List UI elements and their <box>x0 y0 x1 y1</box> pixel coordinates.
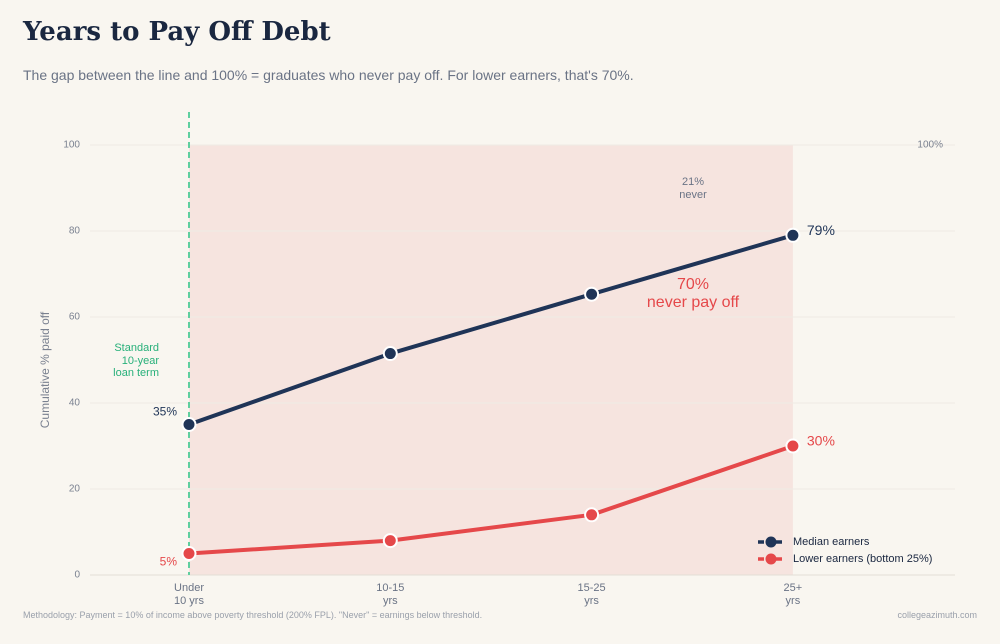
legend-label: Lower earners (bottom 25%) <box>793 553 932 565</box>
series-line <box>188 444 794 556</box>
legend-dot <box>765 536 777 548</box>
y-tick-label: 0 <box>74 570 80 581</box>
point <box>584 507 600 523</box>
y-tick-label: 40 <box>69 398 81 409</box>
subtitle: The gap between the line and 100% = grad… <box>23 67 634 83</box>
y-tick-label: 60 <box>69 312 81 323</box>
methodology: Methodology: Payment = 10% of income abo… <box>23 610 483 620</box>
point <box>382 533 398 549</box>
gap-region <box>189 145 793 575</box>
point <box>181 546 197 561</box>
point <box>382 346 398 362</box>
x-tick-label: Under 10 yrs <box>174 582 204 607</box>
x-tick-label: 15-25 yrs <box>577 582 606 607</box>
gap-label: 70% never pay off <box>646 276 740 312</box>
reference-label: 100% <box>917 140 943 151</box>
value-label: 35% <box>153 405 177 419</box>
value-label: 30% <box>807 433 835 449</box>
point <box>785 227 801 243</box>
legend-label: Median earners <box>793 536 870 548</box>
median-gap-label: 21% never <box>679 176 707 201</box>
title: Years to Pay Off Debt <box>23 17 331 47</box>
value-label: 79% <box>807 222 835 238</box>
legend-dot <box>765 553 777 565</box>
x-tick-label: 10-15 yrs <box>376 582 405 607</box>
series-line <box>188 233 794 427</box>
y-tick-label: 80 <box>69 226 81 237</box>
term-label: Standard 10-year loan term <box>113 342 159 380</box>
y-tick-label: 100 <box>63 140 80 151</box>
point <box>181 417 197 432</box>
x-tick-label: 25+ yrs <box>783 582 803 607</box>
source: collegeazimuth.com <box>897 610 977 620</box>
value-label: 5% <box>160 555 178 569</box>
y-axis-label: Cumulative % paid off <box>38 311 52 428</box>
point <box>785 438 801 454</box>
y-tick-label: 20 <box>69 484 81 495</box>
point <box>584 286 600 302</box>
